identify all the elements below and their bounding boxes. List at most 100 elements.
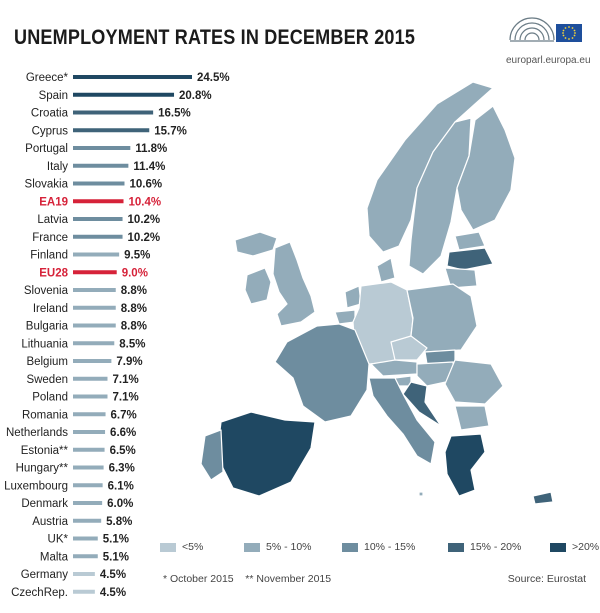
- data-label: 9.0%: [122, 267, 148, 279]
- map-hungary: [416, 361, 456, 387]
- category-label: Lithuania: [21, 338, 68, 350]
- bar: [73, 394, 108, 399]
- data-label: 5.1%: [103, 534, 129, 546]
- site-url: europarl.europa.eu: [506, 55, 591, 66]
- category-label: Germany: [21, 569, 69, 581]
- data-label: 7.1%: [112, 374, 138, 386]
- map-sweden: [408, 117, 472, 275]
- map-iceland: [234, 231, 278, 257]
- category-label: Hungary**: [16, 463, 69, 475]
- map-cyprus: [532, 491, 554, 505]
- bar: [73, 359, 112, 363]
- bar: [73, 536, 98, 541]
- data-label: 15.7%: [154, 125, 187, 137]
- bar: [73, 92, 175, 97]
- legend-label: 15% - 20%: [470, 541, 522, 553]
- data-label: 8.8%: [121, 321, 147, 333]
- category-label: Croatia: [31, 108, 69, 120]
- bar: [73, 376, 108, 381]
- category-label: CzechRep.: [11, 587, 68, 599]
- category-label: Spain: [39, 90, 68, 102]
- map-italy: [368, 377, 436, 465]
- bar: [73, 483, 103, 488]
- category-label: Latvia: [37, 214, 68, 226]
- map-ireland: [244, 267, 272, 305]
- map-romania: [444, 359, 504, 405]
- map-bulgaria: [454, 405, 490, 431]
- bar: [73, 252, 120, 257]
- chart-title: UNEMPLOYMENT RATES IN DECEMBER 2015: [14, 26, 416, 49]
- legend-label: 10% - 15%: [364, 541, 416, 553]
- bar: [73, 110, 154, 115]
- data-label: 6.7%: [111, 409, 137, 421]
- map-poland: [406, 283, 478, 353]
- data-label: 7.9%: [116, 356, 142, 368]
- map-greece: [444, 433, 486, 497]
- bar: [73, 589, 95, 594]
- category-label: Romania: [22, 409, 69, 421]
- legend-item: <5%: [160, 541, 203, 553]
- eu-flag-icon: [556, 24, 582, 42]
- data-label: 10.6%: [129, 179, 162, 191]
- bar: [73, 572, 95, 576]
- data-label: 5.1%: [103, 551, 129, 563]
- source-note: Source: Eurostat: [507, 573, 586, 585]
- footnote: * October 2015 ** November 2015: [163, 573, 332, 585]
- data-label: 8.5%: [119, 338, 145, 350]
- category-label: Slovenia: [24, 285, 69, 297]
- bar: [73, 412, 106, 417]
- legend-item: 5% - 10%: [244, 541, 312, 553]
- map-lithuania: [444, 267, 478, 289]
- map-latvia: [446, 247, 494, 271]
- category-label: Cyprus: [32, 125, 69, 137]
- category-label: Estonia**: [21, 445, 69, 457]
- category-label: Austria: [32, 516, 68, 528]
- bar: [73, 341, 115, 346]
- data-label: 16.5%: [158, 108, 191, 120]
- map-france: [274, 323, 370, 423]
- bar: [73, 234, 123, 239]
- bar: [73, 270, 117, 275]
- map-finland: [456, 105, 516, 231]
- europe-map: [200, 81, 554, 505]
- data-label: 24.5%: [197, 72, 230, 84]
- bar: [73, 323, 116, 328]
- category-label: Luxembourg: [4, 480, 68, 492]
- legend-item: 15% - 20%: [448, 541, 521, 553]
- data-label: 6.6%: [110, 427, 136, 439]
- data-label: 11.4%: [133, 161, 165, 173]
- bar: [73, 501, 103, 505]
- category-label: Slovakia: [25, 179, 69, 191]
- bar: [73, 163, 129, 168]
- category-label: Portugal: [25, 143, 68, 155]
- map-denmark: [376, 257, 396, 283]
- data-label: 9.5%: [124, 250, 150, 262]
- category-label: Ireland: [33, 303, 68, 315]
- map-uk: [272, 241, 316, 327]
- bar: [73, 128, 150, 133]
- data-label: 7.1%: [112, 392, 138, 404]
- map-malta: [418, 491, 424, 497]
- hemicycle-icon: [509, 17, 555, 42]
- data-label: 6.3%: [109, 463, 135, 475]
- legend-item: 10% - 15%: [342, 541, 415, 553]
- legend-label: 5% - 10%: [266, 541, 312, 553]
- legend-swatch: [160, 542, 176, 552]
- data-label: 6.1%: [108, 480, 134, 492]
- data-label: 10.2%: [128, 214, 161, 226]
- data-label: 4.5%: [100, 569, 126, 581]
- bar: [73, 554, 98, 559]
- legend-swatch: [550, 542, 566, 552]
- bar: [73, 181, 125, 186]
- category-label: EA19: [39, 196, 68, 208]
- bar: [73, 430, 106, 434]
- bar: [73, 217, 123, 221]
- data-label: 4.5%: [100, 587, 126, 599]
- bar: [73, 465, 104, 470]
- data-label: 20.8%: [179, 90, 212, 102]
- bar: [73, 288, 116, 292]
- data-label: 6.5%: [110, 445, 136, 457]
- category-label: Denmark: [21, 498, 68, 510]
- data-label: 10.2%: [128, 232, 161, 244]
